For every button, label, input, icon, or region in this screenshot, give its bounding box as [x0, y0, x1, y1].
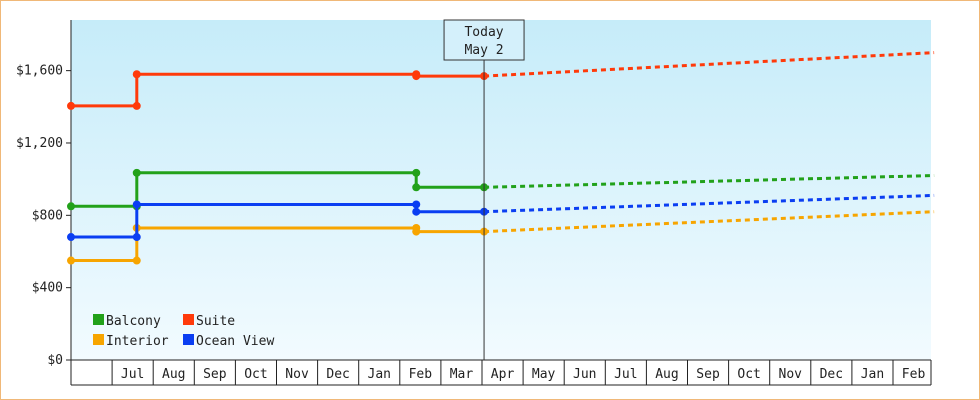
- x-tick-label: Jan: [861, 367, 884, 382]
- legend-label: Interior: [106, 334, 169, 349]
- y-tick-label: $0: [47, 353, 63, 368]
- x-tick-label: Aug: [655, 367, 678, 382]
- data-point: [67, 101, 75, 110]
- y-axis: $0 $400 $800 $1,200 $1,600: [16, 20, 72, 368]
- legend-swatch: [93, 314, 104, 325]
- series-forecast-suite: [484, 51, 935, 78]
- today-box: [443, 19, 525, 61]
- x-tick-label: Mar: [450, 367, 474, 382]
- x-axis: Jul Aug Sep Oct Nov Dec Jan Feb Mar Apr May Jun Jul A…: [70, 359, 932, 386]
- series-line-interior: [71, 226, 485, 262]
- data-point: [132, 256, 141, 265]
- x-tick-label: May: [532, 367, 556, 382]
- x-tick-label: Sep: [203, 367, 227, 382]
- legend: Balcony Suite Interior Ocean View: [93, 314, 274, 349]
- today-date: May 2: [464, 43, 503, 58]
- x-tick-label: Nov: [285, 367, 309, 382]
- series-line-balcony: [71, 171, 485, 208]
- x-tick-label: Apr: [491, 367, 515, 382]
- data-point: [132, 70, 141, 79]
- x-tick-label: Dec: [820, 367, 843, 382]
- data-point: [67, 256, 75, 265]
- data-point: [132, 101, 141, 110]
- x-tick-label: Jul: [614, 367, 637, 382]
- series-layer: [67, 51, 935, 265]
- x-tick-label: Feb: [902, 367, 926, 382]
- data-point: [132, 200, 141, 209]
- x-tick-label: Oct: [244, 367, 267, 382]
- today-marker: Today May 2: [443, 19, 525, 360]
- x-tick-label: Jun: [573, 367, 596, 382]
- series-forecast-ocean-view: [484, 193, 935, 214]
- series-line-ocean-view: [71, 203, 485, 239]
- x-tick-label: Dec: [326, 367, 349, 382]
- data-point: [412, 183, 421, 192]
- data-point: [67, 202, 75, 211]
- x-tick-label: Jan: [368, 367, 391, 382]
- series-line-suite: [71, 72, 485, 108]
- legend-label: Suite: [196, 314, 235, 329]
- y-tick-label: $1,600: [16, 64, 63, 79]
- data-point: [412, 207, 421, 216]
- data-point: [412, 227, 421, 236]
- x-tick-label: Sep: [696, 367, 720, 382]
- y-tick-label: $400: [32, 281, 63, 296]
- legend-label: Ocean View: [196, 334, 274, 349]
- y-tick-label: $800: [32, 208, 63, 223]
- data-point: [132, 168, 141, 177]
- x-tick-label: Oct: [737, 367, 760, 382]
- data-point: [67, 233, 75, 242]
- x-tick-label: Nov: [779, 367, 803, 382]
- data-point: [412, 72, 421, 81]
- legend-label: Balcony: [106, 314, 161, 329]
- data-point: [132, 233, 141, 242]
- legend-swatch: [183, 334, 194, 345]
- legend-swatch: [93, 334, 104, 345]
- data-point: [412, 168, 421, 177]
- series-forecast-balcony: [484, 174, 935, 189]
- plot-area: [71, 20, 931, 360]
- x-tick-label: Aug: [162, 367, 185, 382]
- x-tick-label: Jul: [121, 367, 144, 382]
- today-label: Today: [464, 25, 503, 40]
- legend-swatch: [183, 314, 194, 325]
- data-point: [412, 200, 421, 209]
- y-tick-label: $1,200: [16, 136, 63, 151]
- x-tick-label: Feb: [409, 367, 433, 382]
- series-forecast-interior: [484, 210, 935, 234]
